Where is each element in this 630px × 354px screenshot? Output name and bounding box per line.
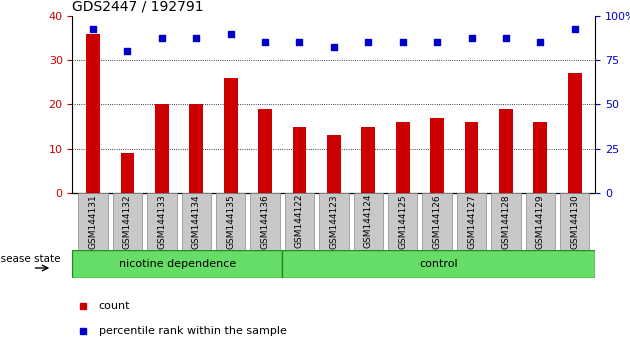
Point: [88, 26, 98, 32]
Text: GSM144132: GSM144132: [123, 194, 132, 249]
Point: [364, 40, 374, 45]
Bar: [396, 122, 410, 193]
Bar: [388, 193, 417, 250]
Point: [157, 35, 167, 41]
Bar: [457, 193, 486, 250]
Text: GSM144134: GSM144134: [192, 194, 201, 249]
Bar: [292, 126, 306, 193]
Bar: [72, 250, 282, 278]
Point: [398, 40, 408, 45]
Bar: [120, 153, 134, 193]
Text: GSM144131: GSM144131: [89, 194, 98, 249]
Bar: [79, 193, 108, 250]
Bar: [181, 193, 211, 250]
Text: GSM144136: GSM144136: [261, 194, 270, 249]
Text: GSM144124: GSM144124: [364, 194, 373, 249]
Text: count: count: [98, 301, 130, 311]
Point: [432, 40, 442, 45]
Point: [122, 48, 132, 54]
Bar: [491, 193, 520, 250]
Text: nicotine dependence: nicotine dependence: [118, 259, 236, 269]
Point: [294, 40, 304, 45]
Point: [226, 31, 236, 36]
Point: [192, 35, 202, 41]
Bar: [534, 122, 547, 193]
Bar: [319, 193, 348, 250]
Bar: [190, 104, 203, 193]
Bar: [353, 193, 383, 250]
Text: GSM144133: GSM144133: [158, 194, 166, 249]
Text: control: control: [420, 259, 458, 269]
Bar: [282, 250, 595, 278]
Point: [501, 35, 511, 41]
Bar: [499, 109, 513, 193]
Text: GSM144125: GSM144125: [398, 194, 407, 249]
Bar: [430, 118, 444, 193]
Bar: [525, 193, 555, 250]
Text: GDS2447 / 192791: GDS2447 / 192791: [72, 0, 204, 13]
Bar: [216, 193, 245, 250]
Bar: [147, 193, 176, 250]
Text: GSM144122: GSM144122: [295, 194, 304, 249]
Point: [536, 40, 546, 45]
Text: GSM144129: GSM144129: [536, 194, 545, 249]
Bar: [251, 193, 280, 250]
Point: [260, 40, 270, 45]
Text: GSM144123: GSM144123: [329, 194, 338, 249]
Text: GSM144126: GSM144126: [433, 194, 442, 249]
Bar: [362, 126, 375, 193]
Text: GSM144127: GSM144127: [467, 194, 476, 249]
Text: GSM144128: GSM144128: [501, 194, 510, 249]
Point: [329, 44, 339, 50]
Bar: [86, 34, 100, 193]
Text: disease state: disease state: [0, 255, 60, 264]
Bar: [560, 193, 589, 250]
Bar: [285, 193, 314, 250]
Bar: [327, 135, 341, 193]
Bar: [224, 78, 238, 193]
Text: percentile rank within the sample: percentile rank within the sample: [98, 326, 287, 336]
Bar: [155, 104, 169, 193]
Bar: [423, 193, 452, 250]
Text: GSM144130: GSM144130: [570, 194, 579, 249]
Bar: [568, 73, 581, 193]
Bar: [113, 193, 142, 250]
Point: [570, 26, 580, 32]
Point: [466, 35, 476, 41]
Text: GSM144135: GSM144135: [226, 194, 235, 249]
Bar: [464, 122, 478, 193]
Bar: [258, 109, 272, 193]
